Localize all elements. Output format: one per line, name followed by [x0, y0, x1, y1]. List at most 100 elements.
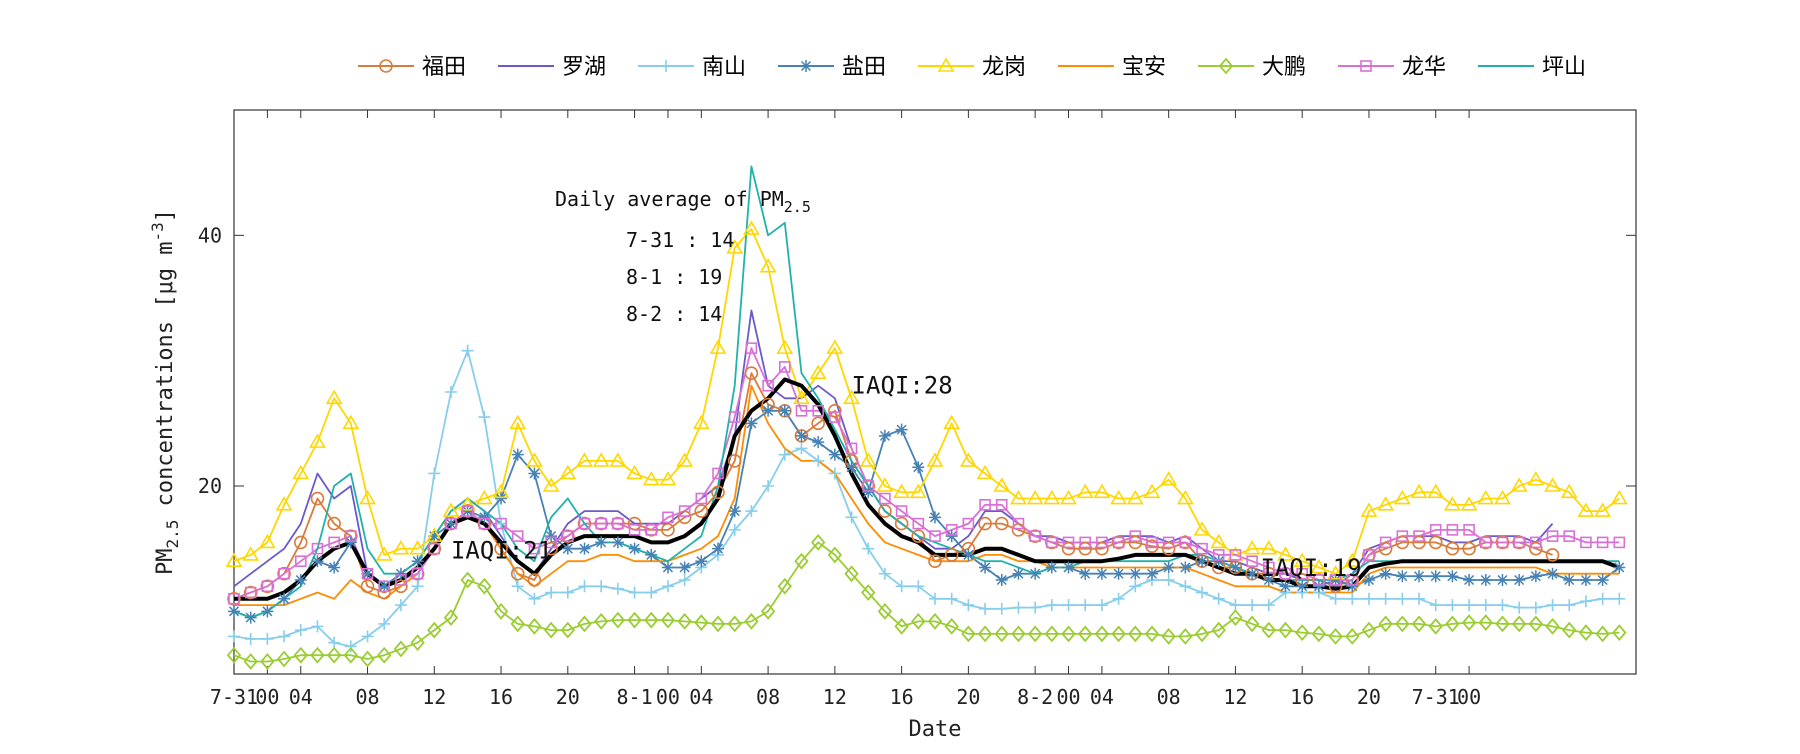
y-title-main: PM [153, 549, 178, 576]
series-point [976, 464, 994, 480]
series-point [1229, 561, 1242, 574]
legend-label: 南山 [702, 55, 746, 80]
y-tick-label: 20 [198, 474, 222, 498]
series-point [577, 615, 592, 633]
series-point [411, 555, 424, 568]
series-point [1012, 567, 1025, 580]
series-point [895, 423, 908, 436]
series-point [561, 529, 575, 543]
series-line-9 [233, 165, 1620, 619]
series-point [944, 548, 959, 562]
series-point [944, 617, 959, 635]
series-point [1262, 599, 1275, 612]
series-point [1078, 625, 1093, 643]
series-point [444, 386, 457, 398]
series-point [1379, 536, 1392, 549]
series-point [827, 546, 843, 564]
series-point [244, 586, 257, 599]
series-point [1129, 580, 1142, 593]
series-point [1362, 574, 1375, 586]
series-point [1563, 574, 1576, 586]
series-point [1578, 624, 1594, 642]
legend-label: 大鹏 [1262, 55, 1306, 80]
series-point [278, 567, 290, 580]
series-point [560, 621, 575, 639]
series-point [242, 546, 260, 561]
series-point [1111, 535, 1126, 550]
series-point [795, 404, 808, 417]
series-point [1462, 541, 1476, 556]
annotations: Daily average of PM2.5 7-31 : 14 8-1 : 19 8… [451, 187, 1362, 582]
series-point [826, 339, 844, 354]
series-point [562, 530, 574, 542]
annotation-line: 8-2 : 14 [626, 302, 722, 326]
series-point [428, 542, 441, 555]
series-point [894, 516, 909, 531]
series-point [527, 573, 542, 587]
series-point [644, 611, 659, 629]
series-point [394, 567, 407, 580]
series-point [545, 530, 558, 543]
x-tick-label: 04 [1090, 685, 1114, 709]
series-point [1261, 621, 1276, 639]
series-point [1594, 502, 1612, 517]
series-point [1144, 625, 1160, 643]
iaqi-label: IAQI:19 [1260, 554, 1361, 582]
series-point [1429, 524, 1442, 536]
series-point [1362, 548, 1376, 562]
y-title-tail: concentrations [μg m [153, 241, 178, 519]
series-point [1045, 535, 1059, 550]
series-point [912, 517, 925, 530]
series-point [495, 517, 507, 530]
series-point [661, 561, 674, 574]
x-tick-label: 20 [556, 685, 580, 709]
series-point [225, 552, 243, 568]
series-point [644, 523, 659, 537]
series-point [895, 505, 908, 517]
series-point [762, 404, 775, 417]
series-point [627, 516, 642, 531]
series-point [945, 592, 958, 605]
series-point [311, 620, 324, 633]
series-point [977, 625, 993, 643]
series-point [709, 339, 727, 354]
series-point [660, 611, 676, 629]
series-point [392, 540, 410, 555]
series-point [1312, 580, 1325, 593]
series-point [1029, 530, 1041, 542]
series-point [1028, 529, 1042, 543]
series-point [1145, 567, 1158, 580]
series-point [1095, 541, 1109, 556]
series-point [1446, 599, 1459, 612]
series-point [526, 452, 543, 467]
series-point [694, 504, 709, 518]
series-point [926, 452, 944, 467]
x-axis-title: Date [909, 717, 962, 742]
plot-frame [233, 109, 1637, 675]
series-point [410, 566, 425, 581]
series-point [394, 599, 407, 612]
series-point [812, 454, 825, 467]
series-point [726, 239, 744, 254]
series-point [828, 448, 841, 461]
series-point [611, 536, 624, 549]
series-point [995, 574, 1008, 586]
series-point [1193, 521, 1211, 536]
series-point [510, 615, 525, 633]
series-point [1413, 570, 1426, 583]
series-point [278, 630, 291, 643]
series-point [292, 464, 310, 480]
series-point [1229, 599, 1242, 612]
series-point [1511, 615, 1527, 633]
series-point [227, 591, 241, 606]
x-tick-label: 12 [422, 685, 446, 709]
legend-marker [379, 59, 393, 73]
y-axis-title: PM2.5 concentrations [μg m-3] [148, 209, 182, 575]
series-point [642, 471, 660, 486]
series-point [1361, 621, 1377, 639]
series-point [678, 561, 691, 574]
series-point [812, 436, 825, 449]
series-point [578, 542, 591, 555]
series-point [393, 640, 409, 658]
series-point [511, 580, 524, 593]
